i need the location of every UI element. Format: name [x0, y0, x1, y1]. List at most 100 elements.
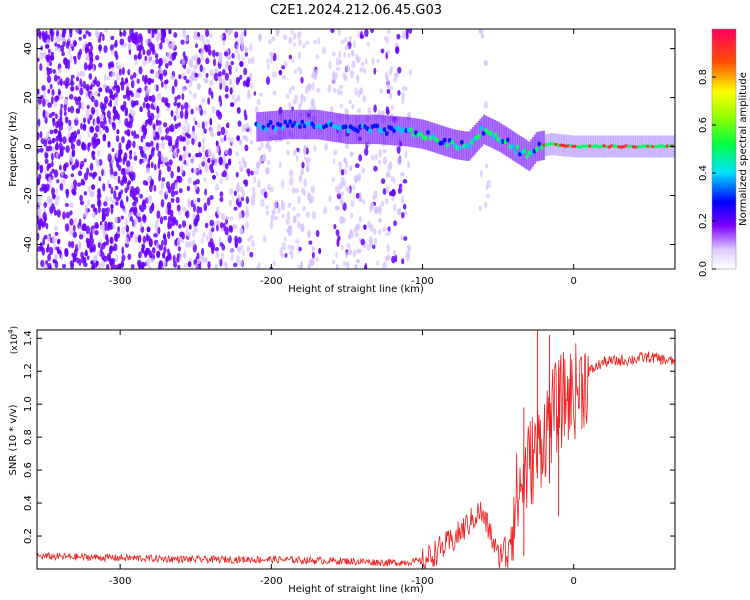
spectrogram-noise-dot: [380, 178, 386, 185]
spectrogram-noise-dot: [109, 99, 113, 108]
spectrogram-noise-dot: [382, 149, 387, 154]
snr-panel: -300 -200 -100 0 0.2 0.4 0.6 0.8 1.0 1.2 1.4 Heig…: [7, 326, 676, 595]
spectrogram-noise-dot: [403, 203, 407, 210]
spectrogram-noise-dot: [165, 206, 168, 215]
spectrogram-noise-dot: [61, 170, 64, 177]
spectrogram-noise-dot: [178, 224, 182, 229]
spectrogram-noise-dot: [145, 181, 149, 186]
spectrogram-noise-dot: [116, 129, 120, 135]
spectrogram-noise-dot: [142, 74, 145, 82]
spectrogram-noise-dot: [100, 113, 105, 120]
spectrogram-noise-dot: [372, 244, 376, 249]
spectrogram-noise-dot: [208, 234, 212, 240]
spectrogram-noise-dot: [385, 74, 389, 83]
spectrogram-noise-dot: [79, 194, 83, 202]
spectrogram-noise-dot: [178, 74, 182, 80]
spectrogram-noise-dot: [159, 42, 163, 50]
spectrogram-track-band: [497, 121, 500, 152]
spectrogram-noise-dot: [91, 150, 95, 159]
spectrogram-noise-dot: [211, 106, 216, 114]
spectrogram-noise-dot: [95, 159, 100, 168]
spectrogram-noise-dot: [348, 233, 352, 240]
spectrogram-noise-dot: [128, 120, 133, 129]
spectrogram-track-peak: [513, 149, 517, 154]
spectrogram-track-peak: [324, 123, 329, 129]
spectrogram-noise-dot: [181, 153, 185, 163]
spectrogram-noise-dot: [349, 229, 353, 236]
spectrogram-noise-dot: [311, 252, 315, 259]
spectrogram-track-band: [328, 111, 331, 142]
spectrogram-track-peak: [283, 119, 288, 125]
spectrogram-track-band: [508, 128, 511, 159]
spectrogram-noise-dot: [243, 67, 248, 76]
spectrogram-noise-dot: [96, 117, 100, 124]
spectrogram-noise-dot: [385, 106, 390, 114]
spectrogram-noise-dot: [176, 102, 181, 109]
spectrogram-noise-dot: [245, 196, 250, 205]
spectrogram-noise-dot: [79, 200, 85, 206]
spectrogram-track-peak: [539, 145, 544, 150]
spectrogram-noise-dot: [241, 190, 245, 198]
spectrogram-noise-dot: [111, 49, 114, 56]
spectrogram-noise-dot: [298, 51, 301, 60]
spectrogram-noise-dot: [168, 60, 173, 66]
spectrogram-noise-dot: [338, 84, 344, 89]
spectrogram-noise-dot: [161, 239, 164, 247]
spectrogram-track-band: [426, 121, 429, 151]
spectrogram-noise-dot: [397, 90, 401, 96]
spectrogram-noise-dot: [252, 189, 256, 199]
spectrogram-track-peak: [385, 131, 389, 136]
spectrogram-noise-dot: [139, 193, 143, 199]
spectrogram-noise-dot: [397, 187, 402, 194]
spectrogram-noise-dot: [194, 133, 198, 142]
spectrogram-noise-dot: [86, 239, 91, 249]
spectrogram-x-tick-label: -100: [411, 276, 434, 287]
spectrogram-noise-dot: [150, 161, 154, 169]
spectrogram-x-tick-label: 0: [571, 276, 577, 287]
spectrogram-track-band: [256, 112, 259, 142]
spectrogram-noise-dot: [139, 106, 143, 113]
spectrogram-noise-dot: [79, 70, 84, 78]
spectrogram-noise-dot: [95, 109, 99, 116]
spectrogram-noise-dot: [343, 168, 348, 175]
spectrogram-noise-dot: [241, 156, 245, 163]
spectrogram-noise-dot: [115, 84, 120, 94]
spectrogram-track-band: [408, 117, 411, 147]
spectrogram-track-peak: [375, 123, 380, 129]
spectrogram-noise-dot: [148, 88, 151, 94]
spectrogram-noise-dot: [200, 55, 204, 62]
spectrogram-noise-dot: [239, 74, 243, 80]
spectrogram-noise-dot: [120, 84, 125, 91]
spectrogram-noise-dot: [203, 77, 209, 84]
spectrogram-noise-dot: [68, 241, 72, 248]
snr-x-label: Height of straight line (km): [288, 584, 424, 595]
spectrogram-track-band: [370, 114, 373, 145]
spectrogram-noise-dot: [85, 109, 91, 116]
spectrogram-noise-dot: [187, 176, 192, 185]
spectrogram-noise-dot: [303, 178, 307, 187]
spectrogram-noise-dot: [125, 167, 130, 173]
spectrogram-track-band: [274, 110, 277, 141]
spectrogram-noise-dot: [95, 260, 99, 266]
spectrogram-noise-dot: [125, 195, 129, 203]
spectrogram-noise-dot: [215, 171, 219, 177]
spectrogram-noise-dot: [124, 217, 128, 226]
spectrogram-noise-dot: [54, 143, 59, 151]
spectrogram-noise-dot: [49, 83, 53, 90]
spectrogram-noise-dot: [239, 260, 244, 267]
spectrogram-noise-dot: [401, 31, 406, 39]
spectrogram-noise-dot: [139, 149, 143, 155]
spectrogram-noise-dot: [163, 122, 168, 128]
spectrogram-noise-dot: [117, 175, 121, 184]
spectrogram-noise-dot: [37, 161, 40, 171]
spectrogram-noise-dot: [44, 111, 50, 118]
spectrogram-noise-dot: [90, 260, 93, 265]
spectrogram-noise-dot: [159, 216, 164, 225]
spectrogram-noise-dot: [168, 204, 172, 209]
spectrogram-noise-dot: [240, 244, 244, 250]
spectrogram-noise-dot: [267, 159, 271, 165]
spectrogram-noise-dot: [104, 221, 108, 228]
spectrogram-noise-dot: [132, 100, 137, 107]
spectrogram-track-peak: [426, 130, 430, 135]
spectrogram-noise-dot: [348, 99, 352, 105]
